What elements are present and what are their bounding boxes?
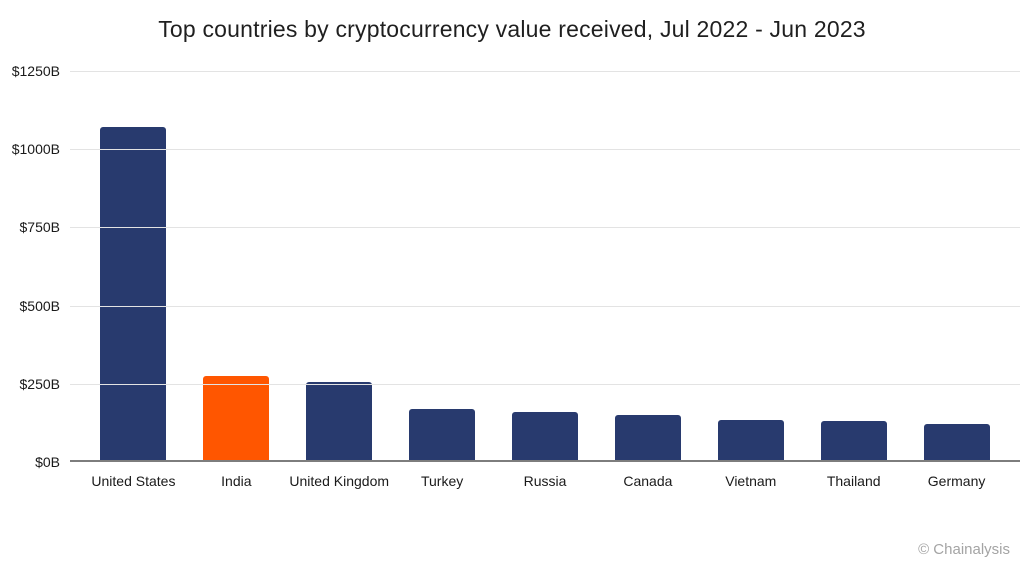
y-tick-label: $750B xyxy=(19,219,60,236)
x-tick-label-russia: Russia xyxy=(523,473,567,489)
bar-chart: $0B $250B $500B $750B $1000B $1250B United St… xyxy=(0,63,1024,489)
bar-slot xyxy=(391,71,494,460)
y-tick-label: $250B xyxy=(19,375,60,392)
bar-vietnam xyxy=(717,419,784,460)
x-tick-label-united-kingdom: United Kingdom xyxy=(289,473,390,489)
plot-area xyxy=(70,71,1020,462)
gridline-250 xyxy=(70,383,1020,385)
x-tick-label-canada: Canada xyxy=(623,473,673,489)
y-tick-label: $1250B xyxy=(11,63,60,79)
bar-russia xyxy=(512,411,578,460)
gridline-1250 xyxy=(70,71,1020,72)
bar-slot xyxy=(288,71,391,460)
gridline-750 xyxy=(70,227,1020,229)
bar-thailand xyxy=(820,421,887,460)
x-tick-label-thailand: Thailand xyxy=(826,473,881,489)
x-tick-label-vietnam: Vietnam xyxy=(725,473,777,489)
bar-canada xyxy=(614,414,681,460)
bar-slot xyxy=(802,71,905,460)
x-tick-label-united-states: United States xyxy=(91,473,176,489)
bar-slot xyxy=(494,71,597,460)
attribution-label: Chainalysis xyxy=(933,541,1010,558)
x-tick-label-turkey: Turkey xyxy=(420,473,464,489)
x-tick-label-germany: Germany xyxy=(927,473,986,489)
chart-title: Top countries by cryptocurrency value re… xyxy=(158,16,866,42)
bar-germany xyxy=(923,424,990,460)
gridline-500 xyxy=(70,305,1020,307)
x-axis: United States India United Kingdom Turkey Ru… xyxy=(82,464,1008,489)
bar-slot xyxy=(82,71,185,460)
y-tick-label: $0B xyxy=(35,454,60,470)
bar-united-kingdom xyxy=(306,382,373,460)
bar-india xyxy=(203,375,270,460)
bar-slot xyxy=(699,71,802,460)
bar-slot xyxy=(905,71,1008,460)
bar-slot xyxy=(596,71,699,460)
attribution: © Chainalysis xyxy=(918,541,1010,558)
bar-slot xyxy=(185,71,288,460)
bar-united-states xyxy=(100,127,167,460)
gridline-1000 xyxy=(70,149,1020,151)
y-tick-label: $500B xyxy=(19,297,60,314)
bars-container xyxy=(82,71,1008,460)
copyright-icon: © xyxy=(918,541,930,558)
y-tick-label: $1000B xyxy=(11,141,60,158)
bar-turkey xyxy=(409,408,476,460)
x-tick-label-india: India xyxy=(221,473,252,489)
